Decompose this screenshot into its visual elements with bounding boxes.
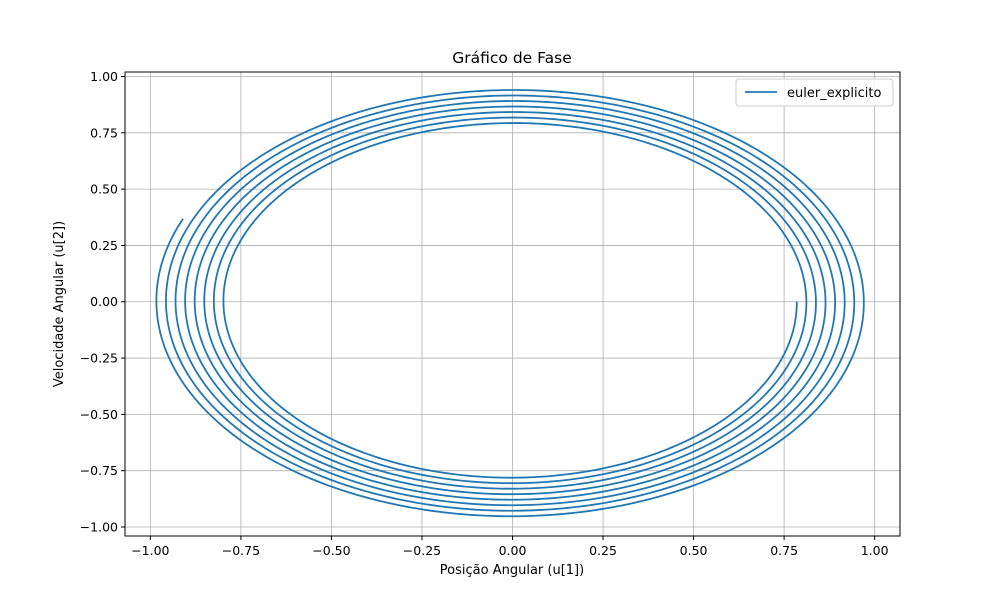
x-tick-label: −1.00 xyxy=(131,543,169,558)
chart-title: Gráfico de Fase xyxy=(452,49,571,67)
x-tick-label: −0.75 xyxy=(222,543,260,558)
y-axis: −1.00 −0.75 −0.50 −0.25 0.00 0.25 0.50 0.75 1.00 xyxy=(80,69,125,534)
x-tick-label: 1.00 xyxy=(861,543,889,558)
y-tick-label: −0.75 xyxy=(80,463,118,478)
y-tick-label: 0.25 xyxy=(90,238,118,253)
x-axis-label: Posição Angular (u[1]) xyxy=(440,563,584,578)
x-tick-label: 0.50 xyxy=(680,543,708,558)
x-tick-label: −0.50 xyxy=(312,543,350,558)
y-tick-label: −1.00 xyxy=(80,519,118,534)
y-axis-label: Velocidade Angular (u[2]) xyxy=(52,221,67,387)
x-tick-label: 0.25 xyxy=(589,543,617,558)
x-tick-label: 0.00 xyxy=(499,543,527,558)
y-tick-label: −0.25 xyxy=(80,351,118,366)
series-line-euler-explicito xyxy=(155,89,865,518)
y-tick-label: 0.75 xyxy=(90,125,118,140)
y-tick-label: 0.50 xyxy=(90,182,118,197)
x-tick-label: −0.25 xyxy=(403,543,441,558)
y-tick-label: 1.00 xyxy=(90,69,118,84)
legend: euler_explicito xyxy=(735,78,894,107)
grid xyxy=(125,72,900,536)
series-layer xyxy=(155,89,865,518)
y-tick-label: 0.00 xyxy=(90,294,118,309)
legend-box xyxy=(735,78,894,107)
x-axis: −1.00 −0.75 −0.50 −0.25 0.00 0.25 0.50 0.75 1.00 xyxy=(131,536,889,558)
x-tick-label: 0.75 xyxy=(770,543,798,558)
legend-label: euler_explicito xyxy=(787,86,881,101)
y-tick-label: −0.50 xyxy=(80,407,118,422)
